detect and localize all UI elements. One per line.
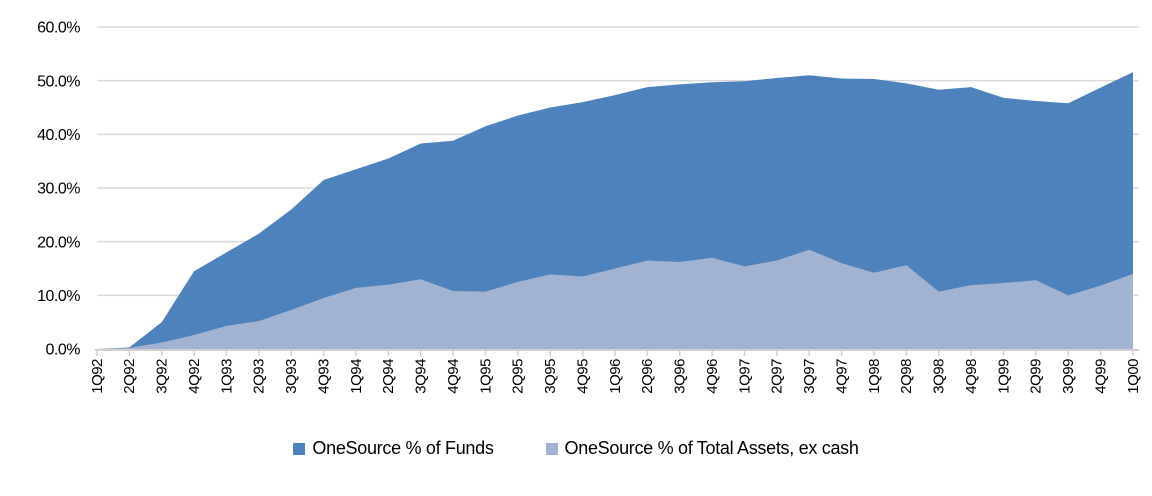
legend-swatch-total-assets <box>545 442 558 455</box>
chart-legend: OneSource % of Funds OneSource % of Tota… <box>0 438 1152 459</box>
x-axis-label: 4Q95 <box>574 359 591 394</box>
area-chart-svg: 0.0% 10.0% 20.0% 30.0% 40.0% 50.0% 60.0% 1Q92 2Q… <box>37 20 1142 394</box>
legend-swatch-funds <box>293 442 306 455</box>
x-axis-label: 3Q96 <box>672 359 689 394</box>
x-axis-label: 1Q00 <box>1125 359 1142 394</box>
x-axis-label: 2Q97 <box>769 359 786 394</box>
x-axis-label: 4Q93 <box>315 359 332 394</box>
x-axis-label: 1Q96 <box>607 359 624 394</box>
x-axis-label: 4Q98 <box>963 359 980 394</box>
x-axis-label: 3Q95 <box>542 359 559 394</box>
x-axis-label: 2Q99 <box>1028 359 1045 394</box>
x-axis-label: 1Q93 <box>218 359 235 394</box>
y-axis-label: 20.0% <box>37 234 80 251</box>
y-axis-label: 60.0% <box>37 20 80 37</box>
y-axis-label: 30.0% <box>37 181 80 198</box>
x-axis-label: 3Q97 <box>801 359 818 394</box>
y-axis-label: 50.0% <box>37 73 80 90</box>
x-axis-label: 2Q92 <box>121 359 138 394</box>
x-axis-label: 2Q93 <box>251 359 268 394</box>
x-axis-label: 3Q92 <box>154 359 171 394</box>
x-axis-label: 1Q99 <box>995 359 1012 394</box>
x-axis-label: 1Q94 <box>348 359 365 394</box>
x-axis-label: 2Q95 <box>510 359 527 394</box>
x-axis-label: 3Q99 <box>1060 359 1077 394</box>
x-axis-label: 2Q96 <box>639 359 656 394</box>
x-axis-label: 4Q99 <box>1092 359 1109 394</box>
legend-item-total-assets: OneSource % of Total Assets, ex cash <box>545 438 859 459</box>
legend-label-total-assets: OneSource % of Total Assets, ex cash <box>564 438 859 458</box>
x-axis-label: 4Q97 <box>833 359 850 394</box>
total-assets-area-series <box>97 249 1133 349</box>
x-axis-label: 2Q94 <box>380 359 397 394</box>
x-axis-label: 2Q98 <box>898 359 915 394</box>
x-axis-label: 3Q93 <box>283 359 300 394</box>
x-axis-label: 3Q98 <box>931 359 948 394</box>
x-axis-label: 1Q98 <box>866 359 883 394</box>
x-axis-label: 4Q96 <box>704 359 721 394</box>
y-axis-label: 0.0% <box>46 342 81 359</box>
y-axis-label: 10.0% <box>37 288 80 305</box>
x-axis-label: 1Q97 <box>736 359 753 394</box>
legend-item-funds: OneSource % of Funds <box>293 438 494 459</box>
x-axis-label: 3Q94 <box>413 359 430 394</box>
y-axis-label: 40.0% <box>37 127 80 144</box>
x-axis-label: 4Q94 <box>445 359 462 394</box>
x-axis-label: 1Q92 <box>89 359 106 394</box>
x-axis-label: 1Q95 <box>477 359 494 394</box>
legend-label-funds: OneSource % of Funds <box>312 438 494 458</box>
x-axis-label: 4Q92 <box>186 359 203 394</box>
